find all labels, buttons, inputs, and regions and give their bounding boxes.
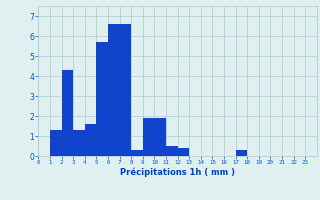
- Bar: [120, 24, 131, 156]
- Bar: [236, 150, 247, 156]
- Bar: [108, 24, 120, 156]
- Bar: [96, 42, 108, 156]
- Bar: [85, 124, 96, 156]
- Bar: [50, 130, 61, 156]
- Bar: [178, 148, 189, 156]
- Bar: [61, 70, 73, 156]
- Bar: [166, 146, 178, 156]
- Bar: [155, 118, 166, 156]
- Bar: [143, 118, 155, 156]
- Bar: [73, 130, 85, 156]
- X-axis label: Précipitations 1h ( mm ): Précipitations 1h ( mm ): [120, 168, 235, 177]
- Bar: [131, 150, 143, 156]
